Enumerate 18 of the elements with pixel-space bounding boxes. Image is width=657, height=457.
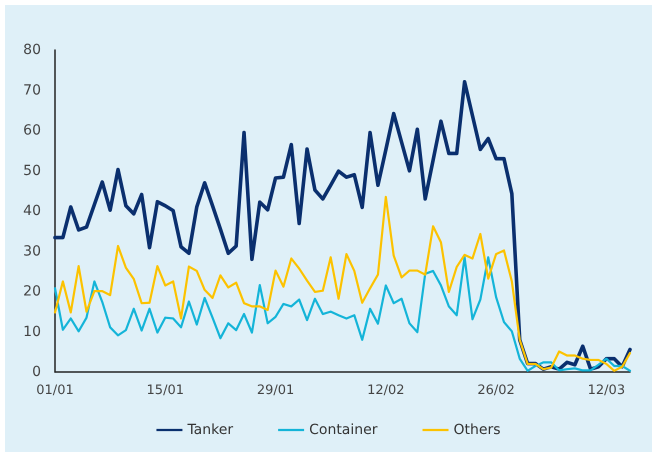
y-tick-label: 20: [23, 284, 41, 300]
x-tick-label: 26/02: [477, 383, 515, 398]
y-tick-label: 0: [32, 364, 41, 380]
y-tick-label: 80: [23, 42, 41, 58]
y-tick-label: 10: [23, 324, 41, 340]
legend-label: Tanker: [186, 422, 234, 438]
x-tick-label: 15/01: [146, 383, 184, 398]
x-tick-label: 12/03: [588, 383, 626, 398]
legend-label: Container: [309, 422, 378, 438]
x-tick-label: 12/02: [367, 383, 405, 398]
x-tick-label: 29/01: [256, 383, 294, 398]
y-tick-label: 30: [23, 243, 41, 260]
y-tick-label: 40: [23, 203, 41, 219]
legend-label: Others: [454, 422, 501, 438]
y-tick-label: 50: [23, 162, 41, 179]
x-tick-label: 01/01: [36, 383, 74, 398]
y-tick-label: 60: [23, 122, 41, 138]
y-tick-label: 70: [23, 82, 41, 98]
